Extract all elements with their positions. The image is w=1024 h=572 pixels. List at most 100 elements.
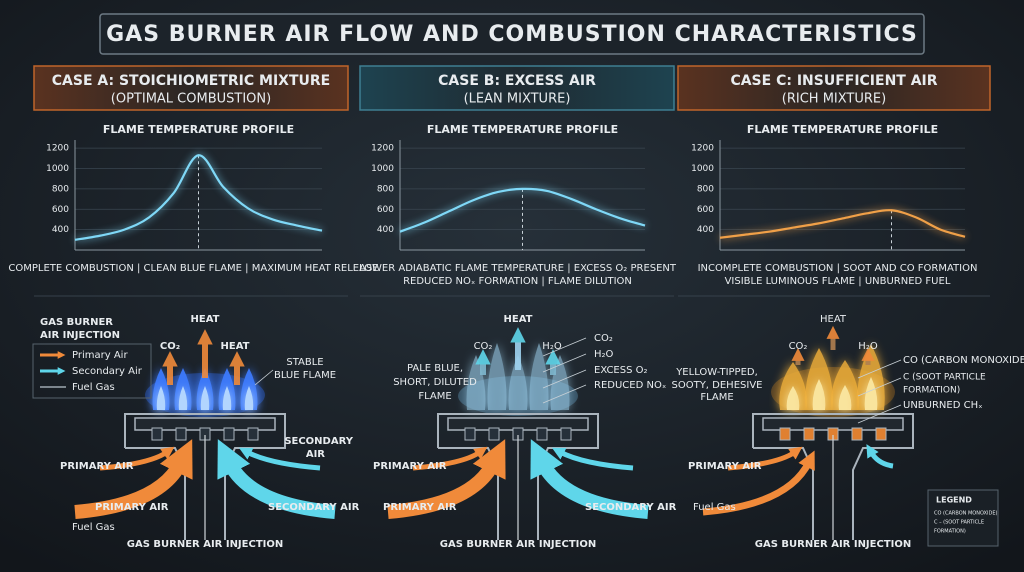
diagram-label: PRIMARY AIR <box>373 461 447 472</box>
case-subheading: (OPTIMAL COMBUSTION) <box>111 92 271 107</box>
diagram-label: H₂O <box>858 341 878 352</box>
diagram-label: UNBURNED CHₓ <box>903 400 983 411</box>
y-tick-label: 600 <box>377 205 394 215</box>
burner-port <box>223 427 235 441</box>
diagram-label: GAS BURNER AIR INJECTION <box>440 539 597 550</box>
diagram-label: FLAME <box>700 392 733 403</box>
y-tick-label: 1000 <box>371 164 394 174</box>
legend-item: CO (CARBON MONOXIDE) <box>934 511 997 517</box>
callout-line <box>254 369 274 386</box>
y-tick-label: 400 <box>697 225 714 235</box>
diagram-label: FLAME <box>418 391 451 402</box>
burner-port <box>560 427 572 441</box>
air-arrow <box>217 439 336 519</box>
diagram-label: SECONDARY AIR <box>268 502 360 513</box>
burner-port <box>175 427 187 441</box>
flame <box>529 343 549 410</box>
diagram-label: GAS BURNER AIR INJECTION <box>127 539 284 550</box>
burner-port <box>151 427 163 441</box>
callout-line <box>542 369 587 389</box>
case-header-box <box>359 65 675 111</box>
y-tick-label: 1200 <box>371 144 394 154</box>
chart-title: FLAME TEMPERATURE PROFILE <box>747 123 938 136</box>
temperature-curve <box>719 209 966 239</box>
air-arrow <box>387 439 506 519</box>
callout-line <box>542 384 587 404</box>
callout-line <box>857 404 902 424</box>
flame <box>200 386 210 410</box>
diagram-label: Fuel Gas <box>72 522 115 533</box>
diagram-label: PRIMARY AIR <box>383 502 457 513</box>
y-tick-label: 1000 <box>691 164 714 174</box>
title-box <box>99 13 925 55</box>
caption: INCOMPLETE COMBUSTION | SOOT AND CO FORM… <box>698 263 978 274</box>
callout-line <box>542 337 587 357</box>
diagram-label: BLUE FLAME <box>274 370 336 381</box>
diagram-label: HEAT <box>221 341 250 352</box>
diagram-label: REDUCED NOₓ <box>594 380 666 391</box>
flame <box>786 386 800 410</box>
y-tick-label: 800 <box>697 184 714 194</box>
burner-port <box>779 427 791 441</box>
case-subheading: (LEAN MIXTURE) <box>464 92 571 107</box>
y-tick-label: 600 <box>52 205 69 215</box>
air-arrow <box>99 446 175 471</box>
title: GAS BURNER AIR FLOW AND COMBUSTION CHARA… <box>106 22 918 47</box>
temperature-curve <box>74 154 323 241</box>
legend-item: Fuel Gas <box>72 382 115 393</box>
legend-box <box>32 343 152 399</box>
y-tick-label: 800 <box>52 184 69 194</box>
diagram-label: EXCESS O₂ <box>594 365 648 376</box>
content: CASE A: STOICHIOMETRIC MIXTURE (OPTIMAL C… <box>8 65 1024 550</box>
burner-port <box>803 427 815 441</box>
y-tick-label: 400 <box>377 225 394 235</box>
burner-port <box>488 427 500 441</box>
air-arrow <box>551 447 634 471</box>
case-heading: CASE B: EXCESS AIR <box>438 73 596 89</box>
diagram-label: C (SOOT PARTICLE <box>903 373 986 383</box>
diagram-label: PRIMARY AIR <box>60 461 134 472</box>
diagram-label: SECONDARY AIR <box>585 502 677 513</box>
diagram-label: SOOTY, DEHESIVE <box>672 380 763 391</box>
diagram-label: SHORT, DILUTED <box>393 377 477 388</box>
caption: COMPLETE COMBUSTION | CLEAN BLUE FLAME |… <box>8 263 378 274</box>
legend-title: AIR INJECTION <box>40 330 120 341</box>
air-arrow <box>702 450 815 516</box>
callout-line <box>542 353 587 373</box>
chart-title: FLAME TEMPERATURE PROFILE <box>427 123 618 136</box>
temperature-curve <box>399 187 646 233</box>
diagram-label: YELLOW-TIPPED, <box>675 367 758 378</box>
diagram-label: AIR <box>306 449 325 460</box>
burner-port <box>875 427 887 441</box>
case-subheading: (RICH MIXTURE) <box>782 92 886 107</box>
y-tick-label: 1000 <box>46 164 69 174</box>
flame <box>244 386 254 410</box>
diagram-label: Fuel Gas <box>693 502 736 513</box>
flame <box>156 386 166 410</box>
diagram-label: CO₂ <box>594 333 613 344</box>
diagram-label: CO₂ <box>789 341 808 352</box>
diagram-label: PALE BLUE, <box>407 363 463 374</box>
diagram-label: FORMATION) <box>903 386 960 396</box>
flame <box>178 386 188 410</box>
air-arrow <box>412 446 488 471</box>
legend-box <box>927 489 999 547</box>
burner-port <box>464 427 476 441</box>
diagram-label: CO₂ <box>474 341 493 352</box>
flame <box>487 343 507 410</box>
y-tick-label: 1200 <box>46 144 69 154</box>
case-header-box <box>677 65 991 111</box>
legend-item: Primary Air <box>72 350 128 361</box>
legend-item: FORMATION) <box>934 529 966 535</box>
flame <box>508 355 528 410</box>
case-header-box <box>33 65 349 111</box>
callout-line <box>857 359 902 379</box>
caption: LOWER ADIABATIC FLAME TEMPERATURE | EXCE… <box>359 263 677 274</box>
y-tick-label: 1200 <box>691 144 714 154</box>
callout-line <box>857 377 902 397</box>
flame <box>838 385 852 410</box>
flame <box>864 377 878 410</box>
y-tick-label: 800 <box>377 184 394 194</box>
flame <box>222 386 232 410</box>
